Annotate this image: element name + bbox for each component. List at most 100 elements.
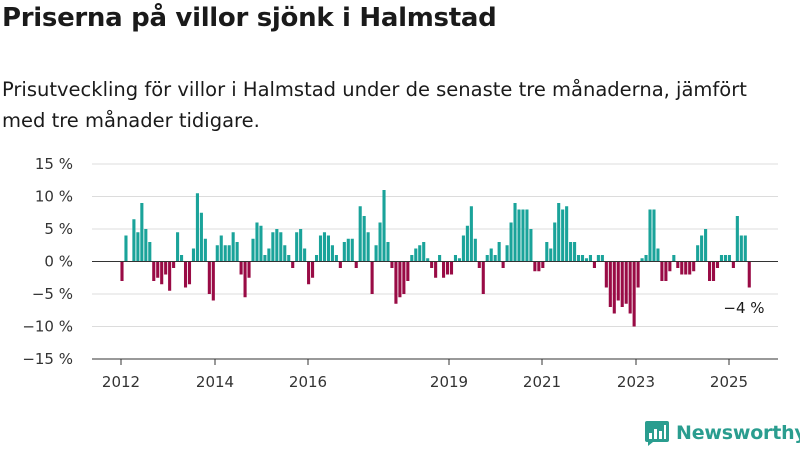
bar: [322, 232, 327, 262]
bar: [731, 261, 735, 268]
bar: [735, 216, 739, 262]
bar: [227, 245, 231, 262]
bar: [584, 258, 589, 262]
bar: [608, 261, 612, 307]
bar: [271, 232, 275, 262]
bar: [684, 261, 688, 275]
x-tick-label: 2012: [102, 373, 140, 391]
chart-title: Priserna på villor sjönk i Halmstad: [2, 3, 497, 33]
bar: [612, 261, 616, 314]
bar: [314, 255, 319, 262]
bar: [307, 261, 311, 285]
bar: [303, 248, 307, 262]
bar: [410, 255, 414, 262]
bar: [430, 261, 434, 268]
bar: [739, 235, 743, 262]
bar: [219, 235, 223, 262]
bar: [600, 255, 604, 262]
bar: [366, 232, 370, 262]
bar: [164, 261, 168, 275]
bar: [505, 245, 509, 262]
bar: [152, 261, 156, 281]
bar: [660, 261, 664, 281]
bar: [136, 232, 140, 262]
bar: [513, 203, 517, 262]
bar: [473, 238, 477, 262]
bar: [291, 261, 295, 268]
bar: [704, 229, 708, 262]
bar: [497, 242, 501, 262]
bar: [596, 255, 600, 262]
bar: [553, 222, 557, 262]
bar: [592, 261, 596, 268]
bar: [493, 255, 497, 262]
bar: [326, 235, 330, 262]
x-tick-label: 2021: [523, 373, 561, 391]
bar: [529, 229, 533, 262]
bar: [747, 261, 751, 288]
bar: [255, 222, 259, 262]
bar: [620, 261, 624, 307]
bar: [743, 235, 747, 262]
bar: [676, 261, 680, 268]
bar: [434, 261, 438, 278]
x-tick-label: 2019: [430, 373, 468, 391]
bar: [156, 261, 160, 278]
bar: [311, 261, 315, 278]
bar: [565, 206, 569, 262]
bar: [295, 232, 299, 262]
bar: [644, 255, 648, 262]
y-tick-label: −15 %: [22, 350, 73, 368]
bar: [469, 206, 473, 262]
bar: [640, 258, 644, 262]
bar: [247, 261, 251, 278]
x-tick-label: 2016: [289, 373, 327, 391]
bar: [632, 261, 636, 327]
bar: [275, 229, 279, 262]
bar: [251, 238, 255, 262]
bar: [267, 248, 271, 262]
bar: [211, 261, 215, 301]
bar: [243, 261, 247, 298]
bar: [561, 209, 565, 262]
bar: [700, 235, 704, 262]
bar: [390, 261, 394, 268]
bar: [485, 255, 489, 262]
brand-logo: Newsworthy: [644, 418, 800, 448]
bar: [370, 261, 374, 294]
bar: [398, 261, 402, 298]
bar: [378, 222, 382, 262]
bar: [549, 248, 553, 262]
bar: [652, 209, 656, 262]
bar: [426, 258, 430, 262]
bar: [279, 232, 283, 262]
bar: [124, 235, 128, 262]
bar: [715, 261, 720, 268]
bar: [144, 229, 148, 262]
bar: [509, 222, 513, 262]
bar: [628, 261, 632, 314]
bar: [287, 255, 291, 262]
brand-name: Newsworthy: [676, 422, 800, 444]
bar: [338, 261, 342, 268]
bar: [330, 245, 334, 262]
bar: [195, 193, 199, 262]
bar: [394, 261, 398, 304]
bar: [334, 255, 338, 262]
bar: [672, 255, 676, 262]
bar: [537, 261, 541, 272]
latest-value-annotation: −4 %: [723, 299, 764, 317]
bar: [231, 232, 235, 262]
bar: [688, 261, 692, 275]
bar: [342, 242, 346, 262]
bar: [588, 255, 593, 262]
y-tick-label: 0 %: [44, 253, 73, 271]
bar: [723, 255, 727, 262]
bar: [418, 245, 422, 262]
bar: [692, 261, 696, 272]
x-tick-label: 2025: [710, 373, 748, 391]
bar: [176, 232, 180, 262]
bar: [449, 261, 454, 275]
bar: [235, 242, 239, 262]
